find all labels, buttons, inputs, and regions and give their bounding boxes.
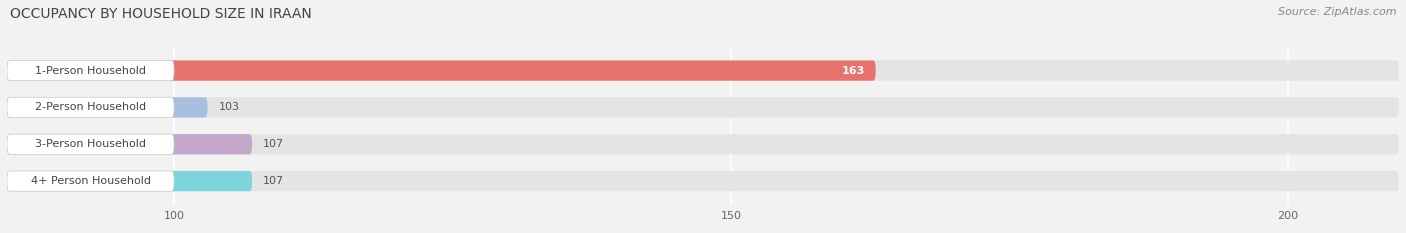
Text: OCCUPANCY BY HOUSEHOLD SIZE IN IRAAN: OCCUPANCY BY HOUSEHOLD SIZE IN IRAAN bbox=[10, 7, 312, 21]
FancyBboxPatch shape bbox=[7, 134, 174, 154]
FancyBboxPatch shape bbox=[7, 134, 252, 154]
FancyBboxPatch shape bbox=[7, 60, 174, 81]
FancyBboxPatch shape bbox=[7, 60, 876, 81]
Text: 107: 107 bbox=[263, 139, 284, 149]
FancyBboxPatch shape bbox=[7, 97, 208, 117]
Text: Source: ZipAtlas.com: Source: ZipAtlas.com bbox=[1278, 7, 1396, 17]
Text: 1-Person Household: 1-Person Household bbox=[35, 65, 146, 75]
Text: 103: 103 bbox=[218, 102, 239, 112]
FancyBboxPatch shape bbox=[7, 97, 174, 117]
FancyBboxPatch shape bbox=[7, 134, 1399, 154]
FancyBboxPatch shape bbox=[7, 171, 174, 191]
FancyBboxPatch shape bbox=[7, 171, 252, 191]
FancyBboxPatch shape bbox=[7, 97, 1399, 117]
Text: 3-Person Household: 3-Person Household bbox=[35, 139, 146, 149]
FancyBboxPatch shape bbox=[7, 171, 1399, 191]
FancyBboxPatch shape bbox=[7, 60, 1399, 81]
Text: 107: 107 bbox=[263, 176, 284, 186]
Text: 163: 163 bbox=[841, 65, 865, 75]
Text: 4+ Person Household: 4+ Person Household bbox=[31, 176, 150, 186]
Text: 2-Person Household: 2-Person Household bbox=[35, 102, 146, 112]
